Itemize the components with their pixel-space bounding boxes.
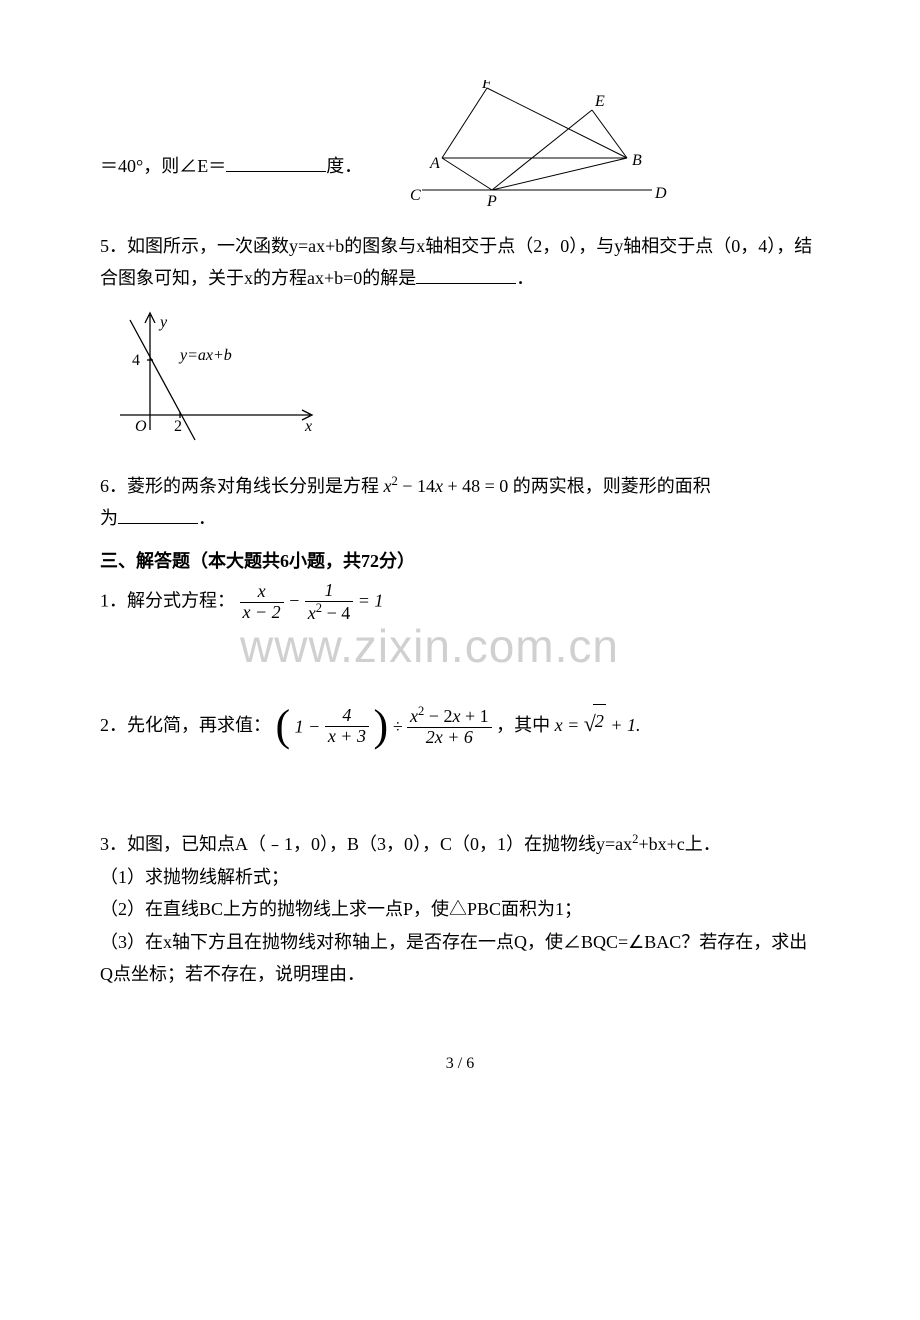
- p2-div: ÷: [393, 716, 403, 736]
- p2-label: 2．先化简，再求值：: [100, 715, 271, 735]
- diagram-label-A: A: [429, 155, 440, 172]
- problem-2: 2．先化简，再求值： ( 1 − 4 x + 3 ) ÷ x2 − 2x + 1…: [100, 704, 820, 749]
- graph-origin: O: [135, 418, 147, 435]
- p1-minus: −: [288, 590, 300, 610]
- p2-one: 1 −: [295, 716, 321, 736]
- graph-y-label: y: [158, 314, 168, 331]
- p2-fracA-num: 4: [325, 706, 369, 727]
- section-3-title: 三、解答题（本大题共6小题，共72分）: [100, 545, 820, 577]
- p2-plusone: + 1.: [610, 715, 640, 735]
- p1-frac1-num: x: [240, 582, 284, 603]
- diagram-label-P: P: [486, 193, 497, 210]
- question-5: 5．如图所示，一次函数y=ax+b的图象与x轴相交于点（2，0），与y轴相交于点…: [100, 230, 820, 295]
- diagram-label-C: C: [410, 187, 421, 204]
- q4-blank: [226, 151, 326, 172]
- p2-fracA-den: x + 3: [325, 727, 369, 747]
- p3-sub1: （1）求抛物线解析式；: [100, 861, 820, 893]
- p3-sub3: （3）在x轴下方且在抛物线对称轴上，是否存在一点Q，使∠BQC=∠BAC？若存在…: [100, 926, 820, 991]
- q4-diagram: F E A B C P D: [392, 80, 682, 210]
- p3-line1: 3．如图，已知点A（﹣1，0），B（3，0），C（0，1）在抛物线y=ax2+b…: [100, 828, 820, 860]
- p3-sub2: （2）在直线BC上方的抛物线上求一点P，使△PBC面积为1；: [100, 893, 820, 925]
- q6-prefix: 6．菱形的两条对角线长分别是方程: [100, 476, 379, 496]
- question-4-row: ＝40°，则∠E＝ 度． F E: [100, 80, 820, 210]
- q4-prefix: ＝40°，则∠E＝: [100, 156, 226, 176]
- p1-frac2-num: 1: [305, 581, 353, 602]
- p1-frac1-den: x − 2: [240, 603, 284, 623]
- q5-graph: y 4 2 O x y=ax+b: [100, 305, 820, 445]
- q4-suffix: 度．: [326, 156, 362, 176]
- q6-line2-prefix: 为: [100, 508, 118, 528]
- p2-xeq: x =: [555, 715, 580, 735]
- q5-blank: [416, 264, 516, 285]
- q6-blank: [118, 503, 198, 524]
- diagram-label-D: D: [654, 185, 667, 202]
- diagram-label-E: E: [594, 93, 605, 110]
- p1-eq: = 1: [358, 590, 384, 610]
- p2-sqrtval: 2: [593, 704, 606, 737]
- graph-y-intercept: 4: [132, 352, 140, 369]
- question-6: 6．菱形的两条对角线长分别是方程 x2 − 14x + 48 = 0 的两实根，…: [100, 470, 820, 535]
- graph-x-intercept: 2: [174, 418, 182, 435]
- problem-3: 3．如图，已知点A（﹣1，0），B（3，0），C（0，1）在抛物线y=ax2+b…: [100, 828, 820, 990]
- graph-line-label: y=ax+b: [178, 347, 232, 364]
- diagram-label-F: F: [481, 80, 492, 92]
- diagram-label-B: B: [632, 152, 642, 169]
- p1-label: 1．解分式方程：: [100, 590, 235, 610]
- problem-1: 1．解分式方程： x x − 2 − 1 x2 − 4 = 1: [100, 581, 820, 624]
- q6-suffix: ．: [198, 508, 216, 528]
- q5-suffix: ．: [516, 268, 534, 288]
- p2-fracB-den: 2x + 6: [407, 728, 492, 748]
- p2-where: ，其中: [496, 715, 550, 735]
- page-number: 3 / 6: [100, 1050, 820, 1079]
- q6-middle: 的两实根，则菱形的面积: [513, 476, 711, 496]
- graph-x-label: x: [304, 418, 312, 435]
